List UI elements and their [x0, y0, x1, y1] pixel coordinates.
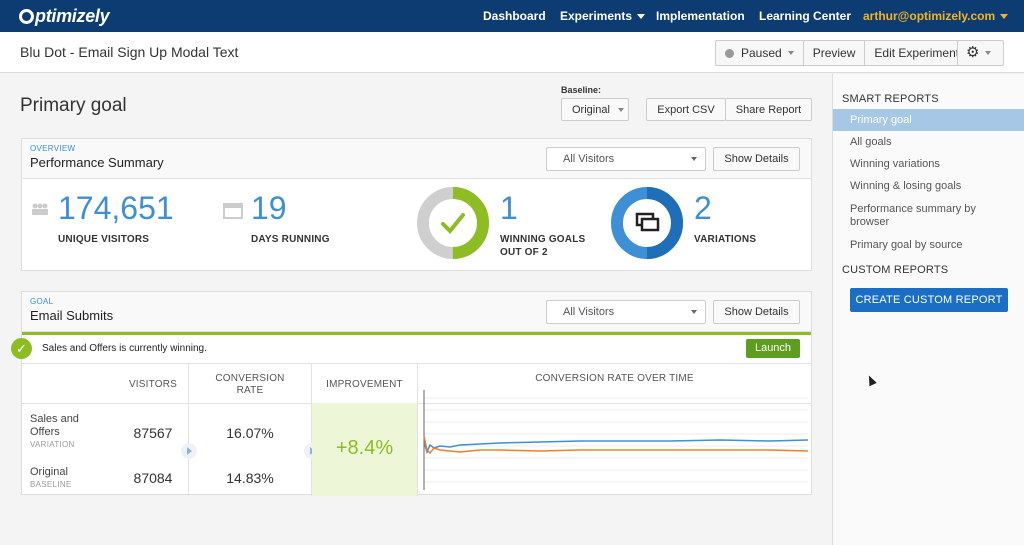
baseline-series-line [423, 435, 808, 455]
sidebar-item-winning-losing-goals[interactable]: Winning & losing goals [850, 180, 962, 192]
baseline-select[interactable]: Original [561, 98, 629, 121]
unique-visitors-value: 174,651 [58, 190, 174, 226]
sidebar-item-primary-goal[interactable]: Primary goal [833, 109, 1024, 131]
chevron-down-icon [617, 107, 624, 112]
preview-button[interactable]: Preview [804, 41, 866, 65]
conversion-chart [423, 390, 808, 490]
chevron-down-icon [787, 51, 794, 55]
improvement-header: IMPROVEMENT [326, 379, 403, 390]
report-main: Primary goal Baseline: Original Export C… [0, 74, 832, 545]
optimizely-logo[interactable]: ptimizely [19, 6, 110, 27]
audience-select[interactable]: All Visitors [546, 300, 706, 324]
status-dot-icon [725, 48, 734, 58]
days-running-label: DAYS RUNNING [251, 234, 330, 245]
launch-button[interactable]: Launch [746, 339, 800, 358]
baseline-visitors: 87084 [133, 470, 173, 486]
winning-goals-label: WINNING GOALS OUT OF 2 [500, 234, 586, 258]
experiment-header: Blu Dot - Email Sign Up Modal Text Pause… [0, 32, 1024, 73]
variation-sub: VARIATION [30, 440, 75, 449]
winning-goals-ring [417, 187, 489, 259]
chevron-down-icon [637, 14, 646, 20]
expand-arrow-icon[interactable] [181, 443, 197, 459]
baseline-sub: BASELINE [30, 480, 72, 489]
share-report-button[interactable]: Share Report [725, 98, 812, 121]
visitors-icon [32, 203, 48, 215]
panel-header: GOAL Email Submits All Visitors Show Det… [22, 292, 811, 332]
gear-icon: ⚙ [958, 41, 999, 65]
winning-bar [22, 332, 811, 335]
variations-label: VARIATIONS [694, 234, 757, 245]
days-running-value: 19 [251, 190, 287, 226]
nav-dashboard[interactable]: Dashboard [483, 9, 546, 23]
export-csv-button[interactable]: Export CSV [646, 98, 726, 121]
improvement-cell: +8.4% [312, 403, 417, 496]
winning-notice: ✓ Sales and Offers is currently winning.… [11, 335, 811, 362]
show-details-button[interactable]: Show Details [713, 147, 800, 171]
top-nav: ptimizely Dashboard Experiments Implemen… [0, 0, 1024, 32]
variation-name: Sales and Offers [30, 413, 79, 438]
report-sidebar: SMART REPORTS Primary goal All goals Win… [832, 74, 1024, 545]
status-dropdown[interactable]: Paused [716, 41, 804, 65]
check-icon: ✓ [11, 338, 32, 359]
sidebar-item-winning-variations[interactable]: Winning variations [850, 158, 940, 170]
variations-value: 2 [694, 190, 712, 226]
goal-title: Email Submits [30, 308, 114, 323]
sidebar-item-all-goals[interactable]: All goals [850, 136, 892, 148]
winning-text: Sales and Offers is currently winning. [42, 343, 207, 354]
logo-o-icon [19, 9, 34, 24]
experiment-title: Blu Dot - Email Sign Up Modal Text [20, 44, 239, 60]
goal-panel: GOAL Email Submits All Visitors Show Det… [11, 291, 812, 496]
settings-dropdown[interactable]: ⚙ [957, 40, 1004, 66]
audience-select[interactable]: All Visitors [546, 147, 706, 171]
goal-table: VISITORS CONVERSION RATE IMPROVEMENT CONV… [22, 363, 812, 496]
show-details-button[interactable]: Show Details [713, 300, 800, 324]
nav-implementation[interactable]: Implementation [656, 9, 745, 23]
unique-visitors-label: UNIQUE VISITORS [58, 234, 150, 245]
nav-experiments[interactable]: Experiments [560, 9, 646, 23]
edit-experiment-button[interactable]: Edit Experiment [874, 46, 960, 60]
overview-eyebrow: OVERVIEW [30, 144, 76, 153]
nav-learning-center[interactable]: Learning Center [759, 9, 852, 23]
chevron-down-icon [985, 51, 992, 55]
winning-goals-value: 1 [500, 190, 518, 226]
sidebar-item-primary-goal-by-source[interactable]: Primary goal by source [850, 239, 963, 251]
baseline-name: Original [30, 466, 68, 478]
chevron-down-icon [691, 157, 697, 161]
baseline-label: Baseline: [561, 85, 602, 95]
performance-summary-panel: OVERVIEW Performance Summary All Visitor… [21, 138, 812, 271]
goal-eyebrow: GOAL [30, 297, 54, 306]
variation-rate: 16.07% [226, 425, 274, 441]
improvement-value: +8.4% [335, 437, 394, 459]
calendar-icon [223, 203, 243, 219]
page-title: Primary goal [20, 95, 127, 116]
visitors-header: VISITORS [128, 379, 178, 390]
variation-series-line [423, 439, 808, 455]
conversion-header: CONVERSION RATE [215, 373, 285, 396]
create-custom-report-button[interactable]: CREATE CUSTOM REPORT [850, 288, 1008, 312]
smart-reports-heading: SMART REPORTS [842, 93, 939, 105]
panel-title: Performance Summary [30, 155, 164, 170]
custom-reports-heading: CUSTOM REPORTS [842, 264, 949, 276]
experiment-actions: Paused Preview Edit Experiment [715, 40, 970, 66]
panel-header: OVERVIEW Performance Summary All Visitor… [22, 139, 811, 179]
baseline-rate: 14.83% [226, 470, 274, 486]
chevron-down-icon [691, 310, 697, 314]
chevron-down-icon [1000, 14, 1009, 20]
variation-visitors: 87567 [133, 425, 173, 441]
variations-ring [611, 187, 683, 259]
chart-header: CONVERSION RATE OVER TIME [535, 373, 694, 384]
user-menu[interactable]: arthur@optimizely.com [863, 9, 1009, 23]
sidebar-item-performance-by-browser[interactable]: Performance summary by browser [850, 203, 976, 228]
